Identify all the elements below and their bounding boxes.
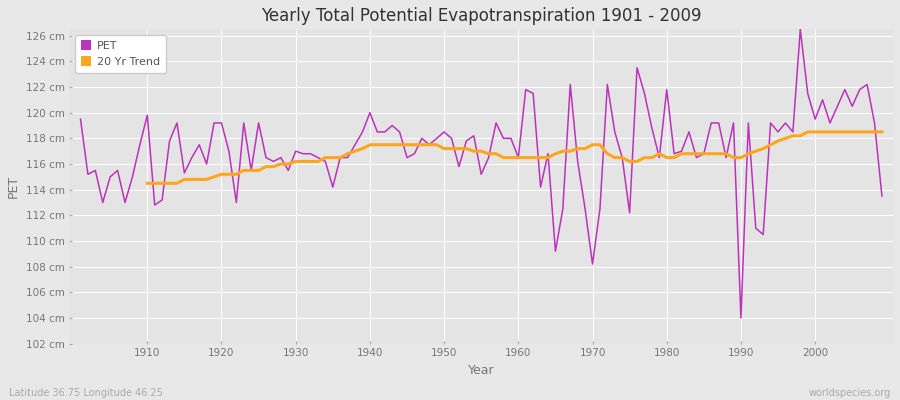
Y-axis label: PET: PET — [7, 175, 20, 198]
Text: Latitude 36.75 Longitude 46.25: Latitude 36.75 Longitude 46.25 — [9, 388, 163, 398]
Legend: PET, 20 Yr Trend: PET, 20 Yr Trend — [75, 35, 166, 73]
X-axis label: Year: Year — [468, 364, 494, 377]
Title: Yearly Total Potential Evapotranspiration 1901 - 2009: Yearly Total Potential Evapotranspiratio… — [261, 7, 701, 25]
Text: worldspecies.org: worldspecies.org — [809, 388, 891, 398]
